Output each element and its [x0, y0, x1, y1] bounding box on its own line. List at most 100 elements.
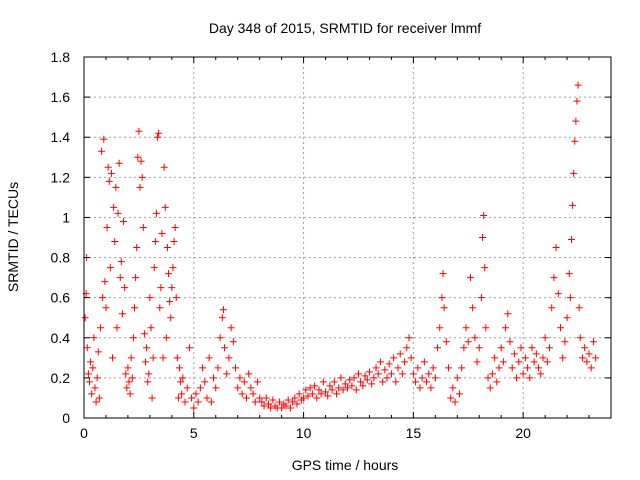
grid-lines [84, 57, 611, 418]
data-point [129, 334, 137, 342]
data-point [99, 294, 107, 302]
data-point [319, 378, 327, 386]
data-point [328, 386, 336, 394]
data-point [190, 404, 198, 412]
data-point [570, 169, 578, 177]
data-point [174, 394, 182, 402]
data-point [111, 238, 119, 246]
data-point [326, 382, 334, 390]
data-point [460, 344, 468, 352]
data-point [173, 354, 181, 362]
data-point [412, 378, 420, 386]
data-point [218, 314, 226, 322]
chart-title: Day 348 of 2015, SRMTID for receiver lmm… [209, 20, 481, 36]
data-point [550, 274, 558, 282]
x-tick-label: 20 [515, 425, 531, 441]
data-point [539, 354, 547, 362]
data-point [105, 177, 113, 185]
data-point [480, 211, 488, 219]
data-point [132, 274, 140, 282]
data-point [93, 374, 101, 382]
data-point [125, 378, 133, 386]
data-point [122, 370, 130, 378]
data-point [140, 330, 148, 338]
data-point [114, 209, 122, 217]
data-point [376, 358, 384, 366]
data-point [262, 394, 270, 402]
data-point [121, 284, 129, 292]
data-point [479, 234, 487, 241]
data-point [451, 398, 459, 406]
data-point [170, 238, 178, 246]
data-point [102, 304, 110, 312]
data-point [324, 392, 332, 400]
data-point [225, 354, 233, 362]
data-point [475, 344, 483, 352]
data-point [339, 386, 347, 394]
data-point [221, 344, 229, 352]
data-point [374, 370, 382, 378]
data-point [155, 129, 163, 137]
data-point [442, 338, 450, 346]
data-point [212, 384, 220, 392]
data-point [258, 398, 266, 406]
data-point [210, 374, 218, 382]
data-point [363, 376, 371, 384]
data-point [112, 183, 120, 191]
data-point [337, 374, 345, 382]
data-point [445, 364, 453, 372]
data-point [185, 344, 193, 352]
data-point [177, 378, 185, 386]
data-point [247, 384, 255, 392]
data-point [556, 324, 564, 332]
data-point [165, 270, 173, 278]
y-tick-label: 1.6 [51, 89, 71, 105]
data-point [150, 264, 158, 272]
data-point [359, 382, 367, 390]
data-point [240, 378, 248, 386]
data-point [429, 364, 437, 372]
data-point [94, 348, 102, 356]
data-point [118, 310, 126, 318]
data-point [513, 374, 521, 382]
data-point [147, 324, 155, 332]
data-point [401, 358, 409, 366]
data-point [84, 370, 92, 378]
data-point [179, 374, 187, 382]
data-point [171, 223, 179, 231]
data-point [104, 163, 112, 171]
data-point [396, 350, 404, 358]
data-point [282, 402, 290, 410]
y-tick-label: 0.2 [51, 370, 71, 386]
data-point [453, 374, 461, 382]
data-point [151, 238, 159, 246]
data-point [543, 358, 551, 366]
y-tick-label: 1.4 [51, 129, 71, 145]
data-point [162, 334, 170, 342]
data-point [571, 137, 579, 145]
data-point [135, 127, 143, 135]
data-point [592, 354, 600, 362]
data-point [141, 358, 149, 366]
data-point [249, 390, 257, 398]
data-point [436, 324, 444, 332]
data-point [311, 382, 319, 390]
data-point [214, 364, 222, 372]
data-point [477, 294, 485, 302]
data-point [341, 380, 349, 388]
data-point [203, 394, 211, 402]
data-point [581, 344, 589, 352]
data-point [372, 364, 380, 372]
data-point [572, 117, 580, 125]
data-point [354, 370, 362, 378]
data-point [223, 370, 231, 378]
data-point [96, 324, 104, 332]
data-point [322, 388, 330, 396]
data-point [302, 386, 310, 394]
data-point [167, 314, 175, 322]
data-point [138, 173, 146, 181]
data-point [269, 396, 277, 404]
data-point [117, 258, 125, 266]
x-tick-label: 15 [406, 425, 422, 441]
data-point [245, 370, 253, 378]
